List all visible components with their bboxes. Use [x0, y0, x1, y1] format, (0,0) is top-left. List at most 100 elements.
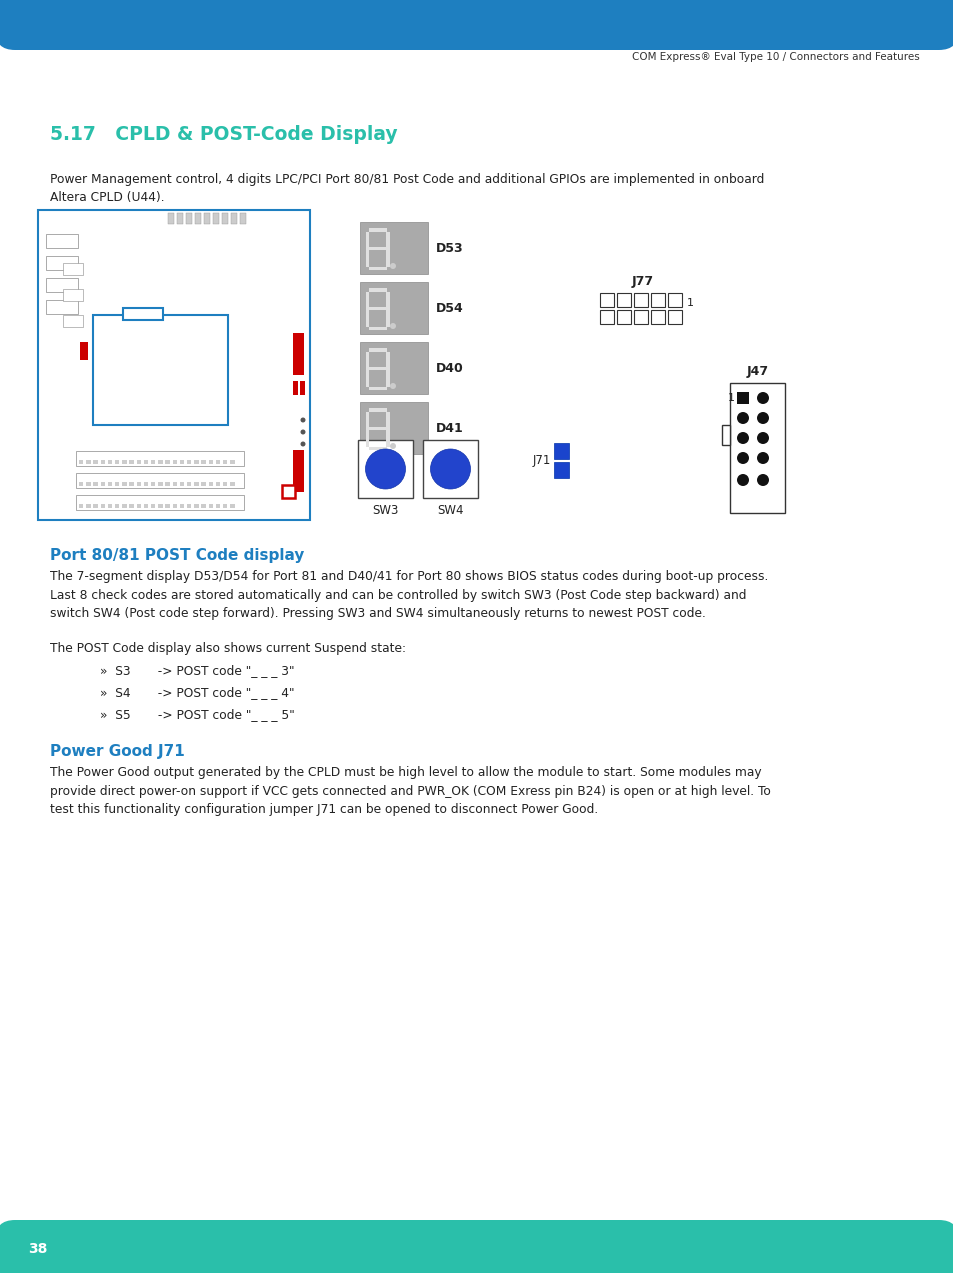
- Bar: [369, 447, 387, 449]
- Bar: [366, 309, 369, 326]
- Bar: [93, 504, 98, 508]
- Bar: [599, 311, 614, 325]
- Text: Port 80/81 POST Code display: Port 80/81 POST Code display: [50, 547, 304, 563]
- Bar: [369, 307, 387, 311]
- Bar: [231, 213, 236, 224]
- Bar: [737, 392, 748, 404]
- Bar: [194, 504, 198, 508]
- Bar: [215, 504, 220, 508]
- Text: »  S5       -> POST code "_ _ _ 5": » S5 -> POST code "_ _ _ 5": [100, 708, 294, 721]
- Bar: [179, 460, 184, 463]
- Text: D41: D41: [436, 421, 463, 434]
- Text: The 7-segment display D53/D54 for Port 81 and D40/41 for Port 80 shows BIOS stat: The 7-segment display D53/D54 for Port 8…: [50, 570, 767, 620]
- Bar: [151, 504, 155, 508]
- Bar: [123, 308, 163, 320]
- Bar: [223, 460, 227, 463]
- Bar: [230, 460, 234, 463]
- Bar: [63, 264, 83, 275]
- Bar: [122, 504, 127, 508]
- Bar: [144, 504, 148, 508]
- Bar: [369, 426, 387, 430]
- FancyBboxPatch shape: [0, 1220, 953, 1273]
- Bar: [151, 482, 155, 486]
- Circle shape: [737, 432, 748, 444]
- Circle shape: [365, 449, 405, 489]
- Text: J71: J71: [532, 454, 551, 467]
- Bar: [76, 451, 244, 466]
- Bar: [179, 504, 184, 508]
- Circle shape: [300, 418, 305, 423]
- Circle shape: [737, 452, 748, 463]
- Bar: [366, 232, 369, 250]
- Bar: [187, 482, 192, 486]
- Circle shape: [300, 429, 305, 434]
- Bar: [115, 482, 119, 486]
- Circle shape: [757, 412, 768, 424]
- Bar: [100, 482, 105, 486]
- Bar: [359, 342, 428, 395]
- Circle shape: [757, 474, 768, 486]
- Bar: [201, 504, 206, 508]
- Bar: [93, 482, 98, 486]
- Bar: [194, 213, 201, 224]
- Bar: [634, 293, 647, 307]
- Bar: [63, 314, 83, 327]
- Text: J47: J47: [745, 365, 768, 378]
- Bar: [386, 369, 390, 387]
- Bar: [366, 292, 369, 309]
- Bar: [186, 213, 192, 224]
- Bar: [223, 504, 227, 508]
- Bar: [293, 449, 304, 491]
- Circle shape: [757, 392, 768, 404]
- Bar: [369, 326, 387, 330]
- Bar: [282, 485, 294, 498]
- Bar: [366, 369, 369, 387]
- Bar: [80, 342, 88, 360]
- Bar: [729, 383, 784, 513]
- Text: The Power Good output generated by the CPLD must be high level to allow the modu: The Power Good output generated by the C…: [50, 766, 770, 816]
- Circle shape: [300, 442, 305, 447]
- Bar: [634, 311, 647, 325]
- Text: Power Good J71: Power Good J71: [50, 743, 185, 759]
- Bar: [215, 482, 220, 486]
- Bar: [100, 460, 105, 463]
- Bar: [93, 460, 98, 463]
- Bar: [130, 460, 133, 463]
- Bar: [230, 482, 234, 486]
- Circle shape: [390, 443, 395, 449]
- Circle shape: [390, 264, 395, 269]
- Bar: [369, 266, 387, 270]
- Bar: [299, 381, 305, 395]
- Bar: [240, 213, 246, 224]
- Bar: [165, 504, 170, 508]
- Bar: [92, 314, 228, 425]
- Bar: [369, 288, 387, 292]
- Bar: [76, 474, 244, 488]
- Bar: [46, 300, 78, 314]
- Bar: [359, 402, 428, 454]
- Bar: [366, 429, 369, 447]
- Circle shape: [737, 412, 748, 424]
- Bar: [386, 250, 390, 266]
- Bar: [721, 425, 729, 446]
- Bar: [369, 348, 387, 351]
- Bar: [194, 460, 198, 463]
- Bar: [108, 460, 112, 463]
- Bar: [617, 311, 630, 325]
- Bar: [144, 460, 148, 463]
- Bar: [209, 482, 213, 486]
- Bar: [369, 387, 387, 390]
- Bar: [369, 409, 387, 411]
- Bar: [144, 482, 148, 486]
- Bar: [194, 482, 198, 486]
- Text: D54: D54: [436, 302, 463, 314]
- Bar: [209, 460, 213, 463]
- Text: D53: D53: [436, 242, 463, 255]
- Bar: [151, 460, 155, 463]
- Text: 1: 1: [686, 298, 693, 308]
- Bar: [422, 440, 477, 498]
- Bar: [201, 482, 206, 486]
- Circle shape: [430, 449, 470, 489]
- Bar: [554, 462, 568, 477]
- Bar: [158, 460, 163, 463]
